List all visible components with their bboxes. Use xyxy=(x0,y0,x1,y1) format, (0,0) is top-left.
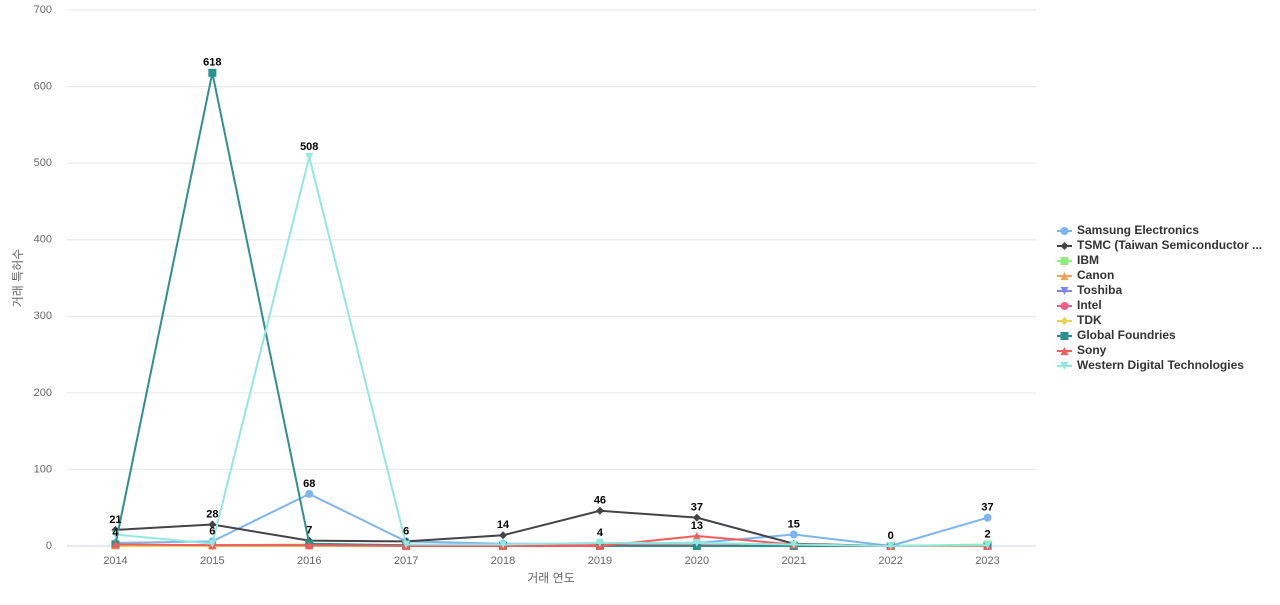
legend-text: Canon xyxy=(1077,268,1114,282)
legend-symbol xyxy=(1060,332,1069,340)
legend-item: IBM xyxy=(1057,253,1099,267)
legend-symbol xyxy=(1060,272,1069,280)
point xyxy=(208,520,217,529)
point xyxy=(402,540,411,549)
data-label: 37 xyxy=(691,502,703,514)
data-label: 21 xyxy=(109,514,121,526)
legend-item: Intel xyxy=(1057,298,1102,312)
y-tick-label: 0 xyxy=(46,540,52,552)
data-label: 508 xyxy=(300,141,318,153)
point xyxy=(111,530,120,539)
legend-text: Toshiba xyxy=(1077,283,1122,297)
point xyxy=(208,539,217,548)
point xyxy=(499,531,508,540)
legend-text: Samsung Electronics xyxy=(1077,223,1199,237)
data-label: 618 xyxy=(203,57,221,69)
data-label: 2 xyxy=(984,528,990,540)
x-tick-label: 2015 xyxy=(200,555,224,567)
data-label: 13 xyxy=(691,520,703,532)
legend-item: Toshiba xyxy=(1057,283,1122,297)
point xyxy=(305,153,314,162)
x-tick-label: 2023 xyxy=(975,555,999,567)
y-tick-label: 500 xyxy=(34,157,52,169)
x-axis-title: 거래 연도 xyxy=(527,571,575,585)
data-label: 6 xyxy=(403,525,409,537)
legend-item: Global Foundries xyxy=(1057,328,1176,342)
point xyxy=(111,540,120,549)
data-label: 4 xyxy=(597,527,604,539)
data-label: 37 xyxy=(981,502,993,514)
data-label: 6 xyxy=(209,525,215,537)
x-tick-label: 2022 xyxy=(878,555,902,567)
point xyxy=(983,513,992,522)
data-label: 68 xyxy=(303,478,315,490)
point xyxy=(886,542,895,550)
legend-text: TDK xyxy=(1077,313,1102,327)
series-line xyxy=(114,72,988,547)
series xyxy=(111,68,992,550)
y-tick-label: 700 xyxy=(34,4,52,16)
point xyxy=(692,513,701,522)
legend-symbol xyxy=(1060,257,1069,265)
point xyxy=(692,532,701,541)
data-label: 28 xyxy=(206,508,218,520)
legend-text: Intel xyxy=(1077,298,1102,312)
series-line xyxy=(115,156,988,548)
y-tick-label: 100 xyxy=(34,463,52,475)
x-tick-label: 2020 xyxy=(685,555,709,567)
legend-symbol xyxy=(1060,347,1069,355)
data-label: 14 xyxy=(497,519,510,531)
data-label: 46 xyxy=(594,495,606,507)
y-tick-label: 600 xyxy=(34,80,52,92)
y-tick-label: 300 xyxy=(34,310,52,322)
legend-text: Sony xyxy=(1077,343,1107,357)
x-tick-label: 2017 xyxy=(394,555,418,567)
x-tick-label: 2016 xyxy=(297,555,321,567)
point xyxy=(305,541,314,550)
legend-item: Western Digital Technologies xyxy=(1057,358,1244,372)
x-tick-label: 2018 xyxy=(491,555,515,567)
point xyxy=(208,68,217,77)
data-label: 0 xyxy=(888,530,894,542)
series xyxy=(111,489,992,550)
legend-text: IBM xyxy=(1077,253,1099,267)
legend-symbol xyxy=(1060,317,1069,325)
point xyxy=(789,530,798,539)
series xyxy=(111,532,992,550)
point xyxy=(595,506,604,515)
legend-item: Sony xyxy=(1057,343,1107,357)
point xyxy=(595,538,604,547)
data-label: 15 xyxy=(788,518,800,530)
data-label: 4 xyxy=(112,527,119,539)
y-tick-label: 400 xyxy=(34,234,52,246)
point xyxy=(983,541,992,550)
x-tick-label: 2014 xyxy=(103,555,127,567)
y-axis-title: 거래 특허수 xyxy=(11,249,25,308)
series xyxy=(111,153,992,550)
series-line xyxy=(115,509,988,548)
legend-item: TSMC (Taiwan Semiconductor ... xyxy=(1057,238,1262,252)
legend-text: Global Foundries xyxy=(1077,328,1176,342)
legend-symbol xyxy=(1060,227,1069,235)
legend-item: TDK xyxy=(1057,313,1102,327)
legend-item: Samsung Electronics xyxy=(1057,223,1199,237)
legend-symbol xyxy=(1060,242,1069,250)
data-label: 7 xyxy=(306,525,312,537)
legend-symbol xyxy=(1060,362,1069,370)
series-line xyxy=(115,492,988,548)
point xyxy=(789,540,798,549)
point xyxy=(305,489,314,498)
legend-text: Western Digital Technologies xyxy=(1077,358,1244,372)
point xyxy=(692,538,701,547)
point xyxy=(499,540,508,549)
legend-text: TSMC (Taiwan Semiconductor ... xyxy=(1077,238,1262,252)
x-tick-label: 2019 xyxy=(588,555,612,567)
legend-symbol xyxy=(1060,302,1069,310)
legend-item: Canon xyxy=(1057,268,1114,282)
y-tick-label: 200 xyxy=(34,387,52,399)
x-tick-label: 2021 xyxy=(782,555,806,567)
legend-symbol xyxy=(1060,287,1069,295)
